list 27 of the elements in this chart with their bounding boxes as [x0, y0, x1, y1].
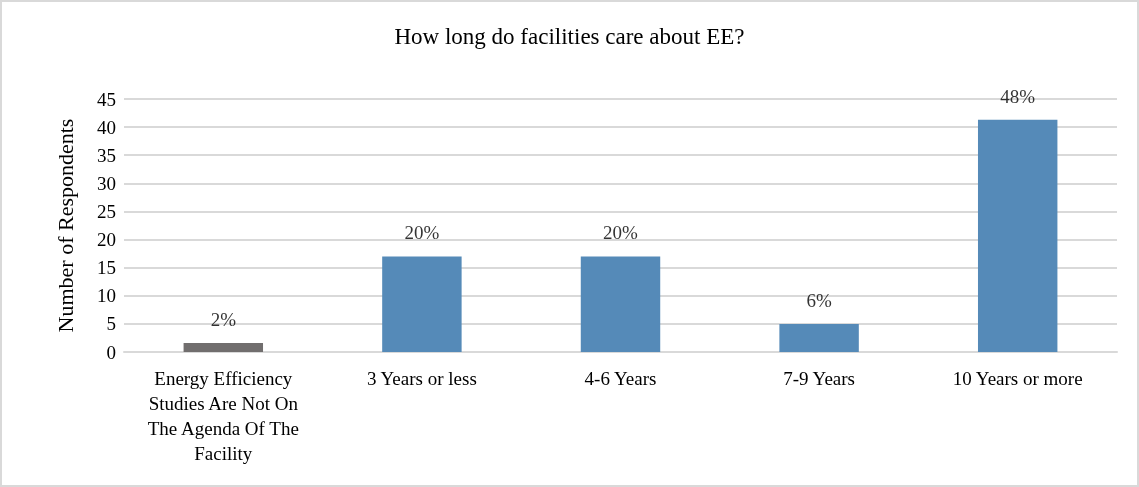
- annotation: 20%: [603, 222, 639, 244]
- x-tick-label: 10 Years or more: [952, 368, 1083, 389]
- y-tick-label: 5: [106, 313, 116, 335]
- bar: [580, 256, 661, 352]
- annotation: 2%: [210, 309, 237, 330]
- bar: [977, 119, 1058, 352]
- x-tick-label: 3 Years or less: [367, 368, 477, 389]
- bar: [183, 343, 264, 352]
- annotation: 20%: [404, 222, 440, 244]
- y-tick-label: 20: [97, 229, 116, 251]
- y-tick-label: 0: [106, 341, 116, 363]
- y-tick-label: 30: [97, 172, 116, 194]
- y-tick-label: 15: [97, 257, 116, 279]
- bar: [779, 323, 859, 352]
- y-tick-label: 10: [97, 285, 116, 307]
- annotation: 48%: [1000, 85, 1036, 107]
- y-axis-title: Number of Respondents: [52, 118, 78, 333]
- x-tick-label: 4-6 Years: [584, 368, 657, 389]
- y-tick-label: 25: [97, 200, 116, 222]
- bar: [382, 256, 462, 352]
- y-tick-label: 35: [97, 144, 116, 166]
- y-tick-label: 45: [97, 88, 116, 110]
- x-tick-label: Energy Efficiency Studies Are Not On The Agenda Of The Facility: [147, 368, 299, 464]
- x-tick-label: 7-9 Years: [783, 368, 855, 389]
- y-tick-label: 40: [97, 116, 116, 138]
- annotation: 6%: [806, 289, 832, 311]
- chart-title: How long do facilities care about EE?: [394, 24, 745, 49]
